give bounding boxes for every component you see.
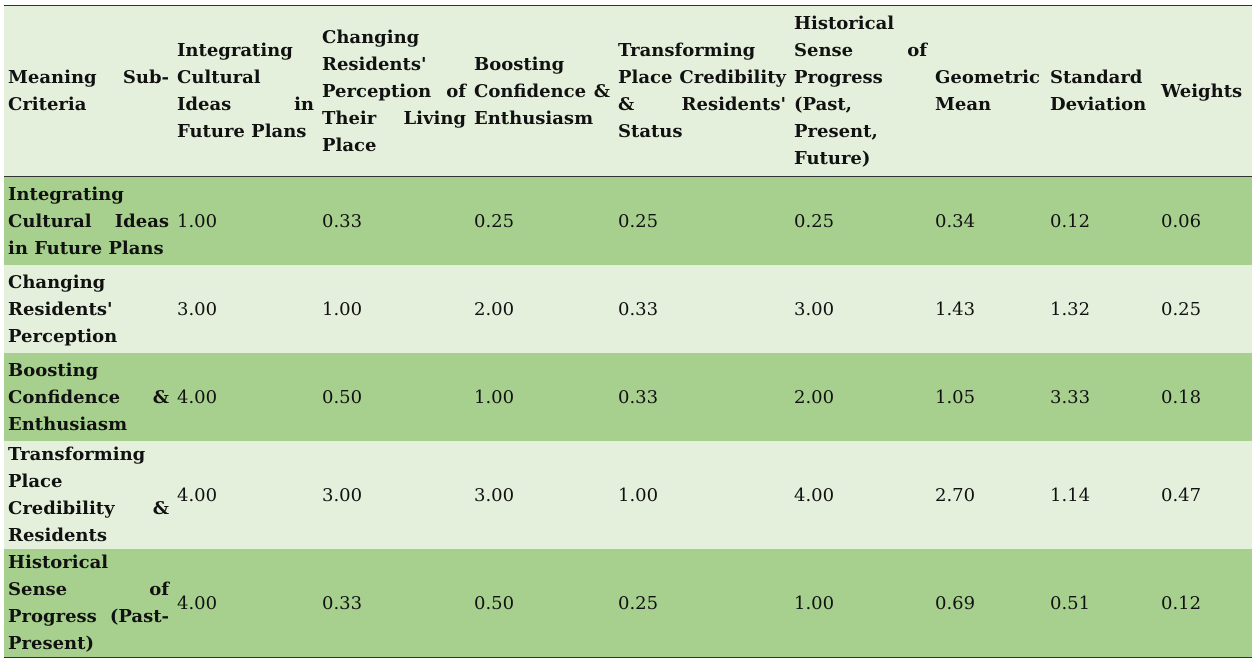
table-cell: 1.43 — [931, 265, 1046, 353]
table-row: Historical Sense of Progress (Past-Prese… — [4, 549, 1252, 658]
table-container: Meaning Sub-Criteria Integrating Cultura… — [4, 5, 1252, 658]
table-cell: 3.00 — [790, 265, 931, 353]
table-cell: 0.25 — [614, 549, 790, 658]
header-historical-sense-of-progress: Historical Sense of Progress (Past, Pres… — [790, 5, 931, 177]
table-cell: 1.00 — [173, 176, 318, 265]
row-label: Transforming Place Credibility & Residen… — [4, 441, 173, 549]
weights-table: Meaning Sub-Criteria Integrating Cultura… — [4, 5, 1252, 658]
header-boosting-confidence: Boosting Confidence & Enthusiasm — [470, 5, 614, 177]
table-cell: 1.00 — [614, 441, 790, 549]
table-cell: 4.00 — [790, 441, 931, 549]
table-row: Transforming Place Credibility & Residen… — [4, 441, 1252, 549]
table-cell: 3.00 — [318, 441, 470, 549]
row-label: Historical Sense of Progress (Past-Prese… — [4, 549, 173, 658]
table-cell: 4.00 — [173, 353, 318, 441]
header-meaning-sub-criteria: Meaning Sub-Criteria — [4, 5, 173, 177]
table-cell: 0.33 — [318, 176, 470, 265]
row-label: Integrating Cultural Ideas in Future Pla… — [4, 176, 173, 265]
table-cell: 2.00 — [470, 265, 614, 353]
table-cell: 4.00 — [173, 549, 318, 658]
table-cell: 3.00 — [173, 265, 318, 353]
table-cell: 0.34 — [931, 176, 1046, 265]
table-cell: 0.33 — [614, 265, 790, 353]
table-row: Integrating Cultural Ideas in Future Pla… — [4, 176, 1252, 265]
table-row: Changing Residents' Perception 3.00 1.00… — [4, 265, 1252, 353]
table-cell: 0.25 — [1157, 265, 1252, 353]
header-changing-residents-perception: Changing Residents' Perception of Their … — [318, 5, 470, 177]
table-cell: 2.00 — [790, 353, 931, 441]
table-cell: 1.14 — [1046, 441, 1157, 549]
table-cell: 0.33 — [614, 353, 790, 441]
table-cell: 0.25 — [470, 176, 614, 265]
table-cell: 1.00 — [790, 549, 931, 658]
table-cell: 0.06 — [1157, 176, 1252, 265]
table-cell: 0.50 — [470, 549, 614, 658]
table-cell: 1.00 — [470, 353, 614, 441]
table-cell: 0.12 — [1046, 176, 1157, 265]
header-integrating-cultural-ideas: Integrating Cultural Ideas in Future Pla… — [173, 5, 318, 177]
header-row: Meaning Sub-Criteria Integrating Cultura… — [4, 5, 1252, 177]
table-cell: 0.47 — [1157, 441, 1252, 549]
table-cell: 2.70 — [931, 441, 1046, 549]
table-row: Boosting Confidence & Enthusiasm 4.00 0.… — [4, 353, 1252, 441]
header-weights: Weights — [1157, 5, 1252, 177]
table-cell: 0.50 — [318, 353, 470, 441]
table-cell: 1.00 — [318, 265, 470, 353]
table-cell: 0.25 — [614, 176, 790, 265]
header-geometric-mean: Geometric Mean — [931, 5, 1046, 177]
table-cell: 0.33 — [318, 549, 470, 658]
table-cell: 1.32 — [1046, 265, 1157, 353]
table-cell: 4.00 — [173, 441, 318, 549]
table-cell: 1.05 — [931, 353, 1046, 441]
header-standard-deviation: Standard Deviation — [1046, 5, 1157, 177]
header-transforming-place-credibility: Transforming Place Credibility & Residen… — [614, 5, 790, 177]
table-cell: 3.33 — [1046, 353, 1157, 441]
table-cell: 0.18 — [1157, 353, 1252, 441]
row-label: Boosting Confidence & Enthusiasm — [4, 353, 173, 441]
table-cell: 0.25 — [790, 176, 931, 265]
table-cell: 0.69 — [931, 549, 1046, 658]
table-cell: 3.00 — [470, 441, 614, 549]
row-label: Changing Residents' Perception — [4, 265, 173, 353]
table-cell: 0.12 — [1157, 549, 1252, 658]
table-cell: 0.51 — [1046, 549, 1157, 658]
